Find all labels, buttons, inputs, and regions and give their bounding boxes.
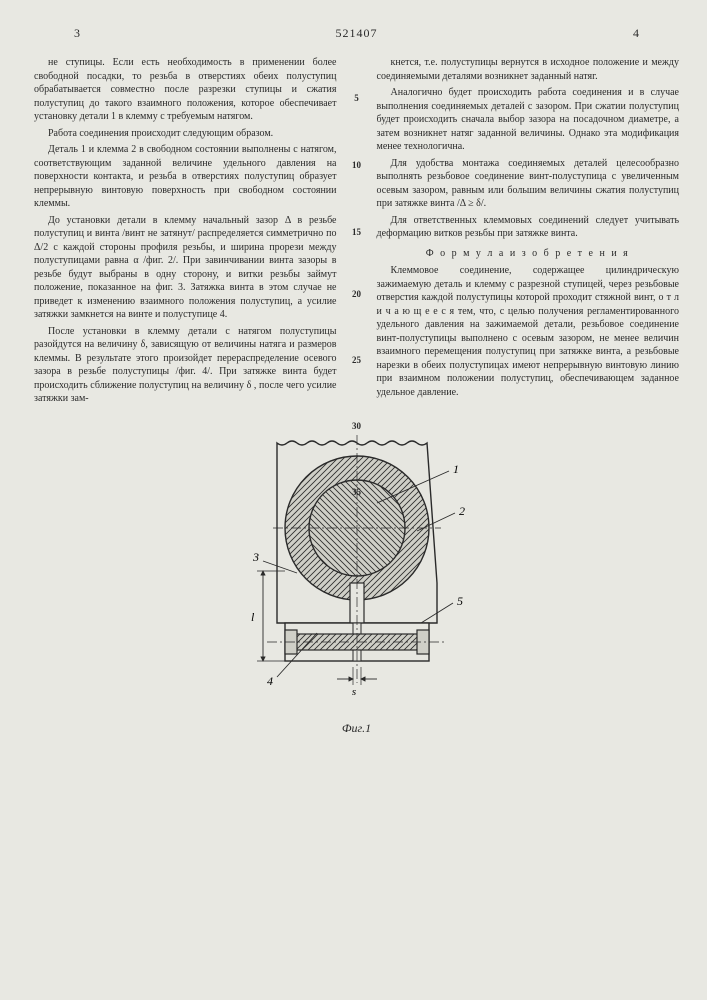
para: Клеммовое соединение, содержащее цилиндр… xyxy=(377,264,680,399)
line-marker: 10 xyxy=(349,161,365,170)
para: Деталь 1 и клемма 2 в свободном состояни… xyxy=(34,143,337,211)
para: Для удобства монтажа соединяемых деталей… xyxy=(377,157,680,211)
patent-number: 521407 xyxy=(336,26,378,41)
para: До установки детали в клемму начальный з… xyxy=(34,214,337,322)
left-column: не ступицы. Если есть необходимость в пр… xyxy=(34,56,337,409)
callout-1: 1 xyxy=(453,462,459,476)
para: кнется, т.е. полуступицы вернутся в исхо… xyxy=(377,56,680,83)
line-marker: 20 xyxy=(349,290,365,299)
line-marker: 35 xyxy=(349,488,365,497)
figure-svg: l s 1 2 3 4 5 xyxy=(207,433,507,713)
callout-5: 5 xyxy=(457,594,463,608)
callout-3: 3 xyxy=(252,550,259,564)
para: Для ответственных клеммовых соединений с… xyxy=(377,214,680,241)
line-marker: 30 xyxy=(349,422,365,431)
dim-label-l: l xyxy=(251,610,255,624)
para: не ступицы. Если есть необходимость в пр… xyxy=(34,56,337,124)
line-marker: 5 xyxy=(349,94,365,103)
figure-1: l s 1 2 3 4 5 Фиг.1 xyxy=(34,433,679,736)
para: Аналогично будет происходить работа соед… xyxy=(377,86,680,154)
line-marker: 15 xyxy=(349,228,365,237)
line-number-gutter: 5 10 15 20 25 30 35 xyxy=(349,56,365,409)
page-number-right: 4 xyxy=(633,26,639,41)
page: 3 521407 4 не ступицы. Если есть необход… xyxy=(0,0,707,1000)
para: После установки в клемму детали с натяго… xyxy=(34,325,337,406)
text-columns: не ступицы. Если есть необходимость в пр… xyxy=(34,56,679,409)
figure-caption: Фиг.1 xyxy=(34,721,679,736)
page-number-left: 3 xyxy=(74,26,80,41)
callout-2: 2 xyxy=(459,504,465,518)
dim-label-s: s xyxy=(351,686,355,698)
callout-4: 4 xyxy=(267,674,273,688)
page-header: 3 521407 4 xyxy=(34,26,679,46)
para: Работа соединения происходит следующим о… xyxy=(34,127,337,141)
right-column: кнется, т.е. полуступицы вернутся в исхо… xyxy=(377,56,680,409)
formula-title: Ф о р м у л а и з о б р е т е н и я xyxy=(377,247,680,261)
line-marker: 25 xyxy=(349,356,365,365)
